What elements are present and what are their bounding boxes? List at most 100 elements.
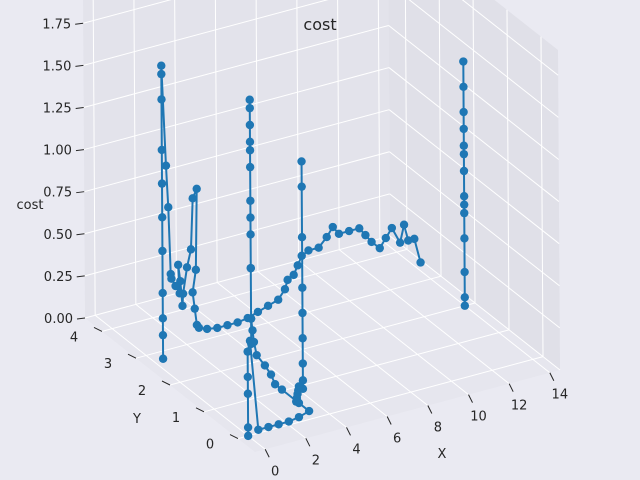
data-point: [243, 389, 253, 398]
y-tick-mark: [229, 434, 239, 440]
z-tick-mark: [75, 64, 84, 67]
data-point: [459, 141, 469, 150]
grid-line-y: [404, 0, 408, 250]
data-point: [459, 107, 468, 117]
data-point: [246, 230, 255, 239]
grid-line-z: [388, 25, 559, 160]
x-tick-mark: [305, 438, 311, 447]
data-point: [243, 372, 252, 382]
data-point: [202, 324, 212, 334]
data-point: [399, 220, 409, 229]
data-point: [167, 274, 176, 283]
data-point: [263, 301, 273, 311]
data-point: [355, 224, 364, 233]
z-tick-mark: [76, 317, 86, 320]
axis-ticks: 02468101214012340.000.250.500.751.001.25…: [42, 17, 568, 479]
z-tick-label: 1.00: [43, 144, 72, 159]
data-point: [157, 69, 166, 79]
x-tick-label: 12: [511, 399, 528, 414]
data-series: [157, 57, 470, 441]
z-tick-mark: [75, 106, 84, 109]
z-tick-mark: [76, 275, 85, 278]
grid-line-z: [389, 193, 561, 329]
data-point: [460, 234, 469, 243]
x-tick-label: 4: [352, 442, 360, 457]
y-tick-label: 4: [70, 330, 78, 345]
data-point: [298, 334, 307, 343]
data-point: [344, 226, 354, 236]
data-point: [243, 347, 252, 356]
z-tick-mark: [75, 22, 84, 25]
z-tick-label: 0.25: [44, 270, 73, 285]
data-point: [243, 313, 252, 323]
data-point: [264, 422, 273, 432]
grid-line-z: [389, 151, 560, 287]
x-tick-label: 6: [393, 431, 401, 446]
data-point: [387, 223, 397, 233]
data-point: [328, 222, 337, 232]
grid-line-y: [438, 0, 442, 277]
data-point: [157, 61, 166, 70]
x-tick-mark: [346, 427, 351, 436]
data-point: [243, 431, 253, 441]
x-tick-label: 10: [470, 410, 487, 425]
x-axis-label: X: [438, 447, 447, 462]
grid-line-z: [83, 0, 172, 24]
grid-line-x: [296, 0, 299, 261]
y-tick-label: 3: [104, 357, 112, 372]
grid-line-z: [84, 151, 390, 235]
data-point: [178, 289, 188, 298]
x-tick-mark: [549, 372, 555, 381]
data-point: [158, 246, 167, 256]
grid-line-x: [133, 0, 137, 305]
data-point: [294, 412, 304, 422]
data-point: [367, 237, 376, 247]
data-point: [459, 82, 468, 91]
data-point: [191, 265, 201, 274]
data-point: [186, 245, 196, 254]
data-point: [416, 258, 425, 267]
y-tick-mark: [161, 380, 171, 386]
data-point: [188, 288, 197, 297]
data-point: [188, 194, 197, 203]
grid-line-z: [84, 109, 390, 193]
data-point: [254, 425, 263, 434]
data-point: [410, 234, 419, 244]
z-tick-label: 1.50: [42, 59, 71, 74]
grid-line-z: [408, 0, 559, 118]
data-point: [289, 270, 298, 280]
back-pane: [83, 0, 390, 318]
data-point: [245, 95, 254, 104]
x-tick-mark: [264, 449, 270, 458]
data-point: [460, 200, 469, 209]
data-point: [213, 323, 222, 333]
axis-panes: [83, 0, 560, 452]
grid-line-y: [101, 248, 408, 332]
data-point: [277, 385, 287, 394]
x-tick-mark: [468, 394, 473, 403]
y-axis-label: Y: [132, 412, 141, 427]
data-point: [314, 243, 323, 252]
data-point: [293, 261, 302, 270]
z-tick-mark: [76, 191, 85, 194]
data-point: [158, 330, 168, 340]
x-tick-mark: [508, 383, 514, 392]
data-point: [270, 380, 280, 389]
grid-line-z: [83, 24, 389, 108]
data-point: [247, 339, 256, 349]
data-point: [459, 149, 469, 159]
data-point: [245, 137, 255, 147]
data-point: [157, 145, 166, 155]
grid-line-z: [84, 193, 390, 277]
x-tick-label: 2: [312, 453, 320, 468]
data-point: [164, 203, 173, 212]
x-tick-label: 0: [271, 464, 279, 479]
x-tick-mark: [427, 405, 433, 414]
grid-line-x: [174, 0, 177, 294]
data-point: [460, 267, 469, 277]
data-point: [158, 354, 168, 363]
data-point: [158, 213, 167, 222]
z-tick-label: 0.75: [43, 186, 72, 201]
data-point: [194, 323, 204, 332]
data-point: [274, 420, 283, 429]
